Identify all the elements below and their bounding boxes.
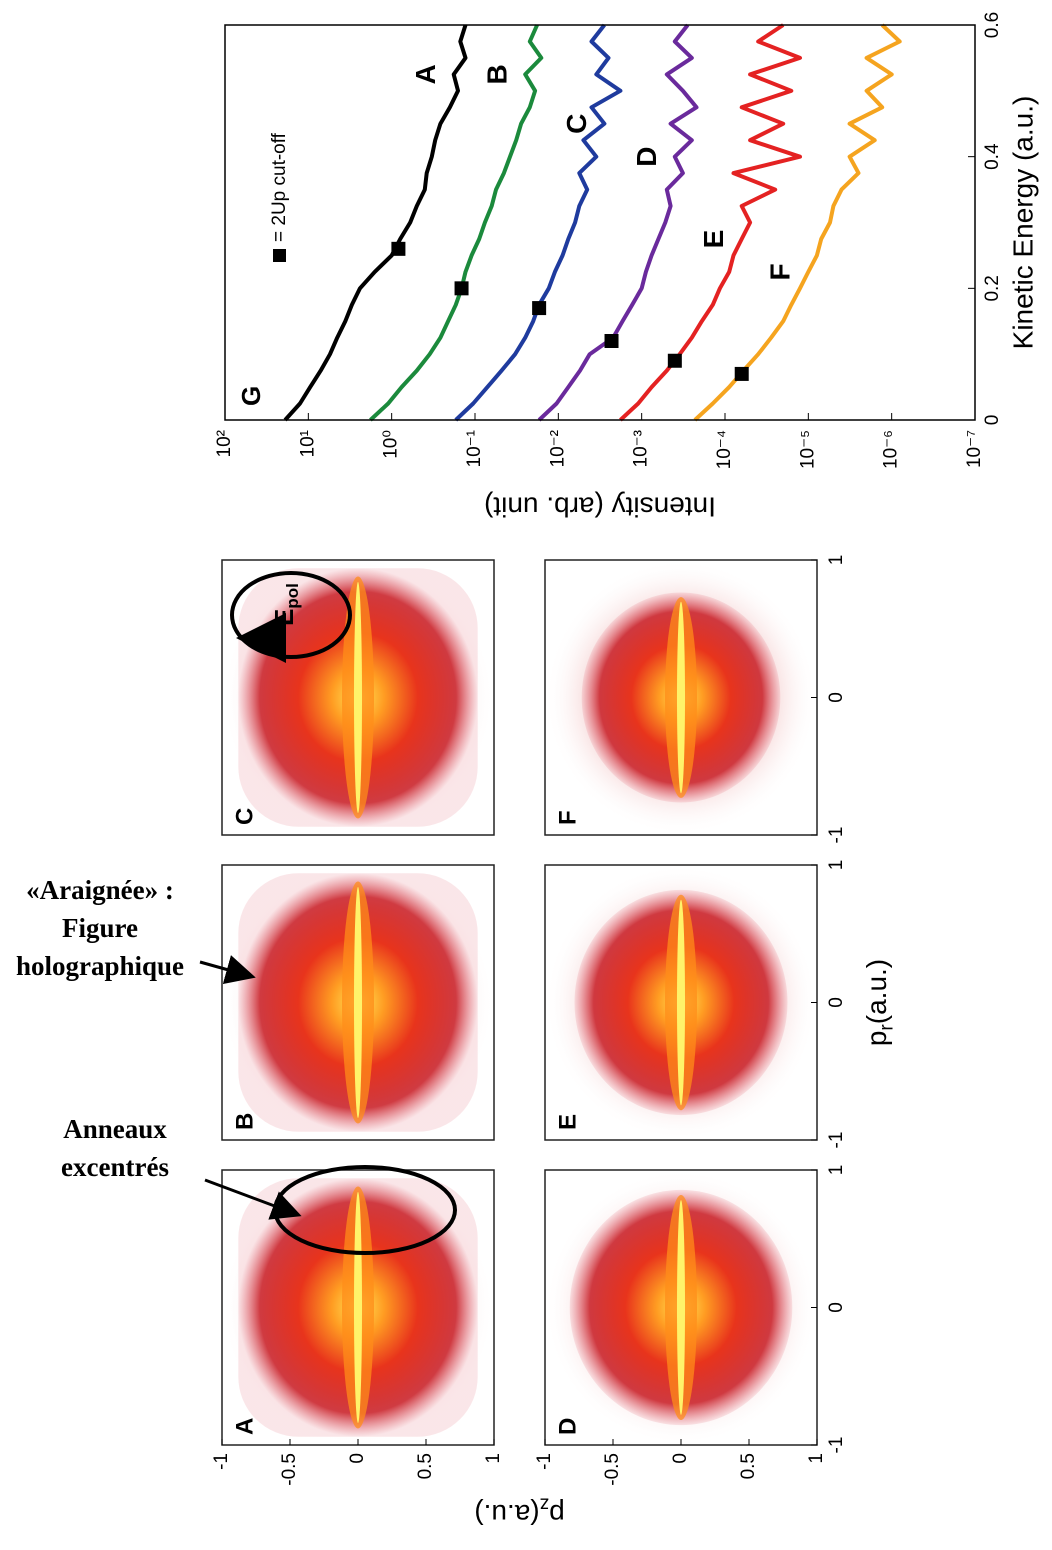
x-axis-label-rest: (a.u.) xyxy=(861,959,892,1024)
annotation: Anneaux xyxy=(63,1114,167,1144)
x-axis-label: pr(a.u.) xyxy=(861,959,897,1046)
y-tick-label: -0.5 xyxy=(279,1453,300,1486)
heatmap-streak xyxy=(677,601,685,794)
field-label-main: E xyxy=(269,609,299,626)
y-axis-label-rest: (a.u.) xyxy=(474,1499,539,1530)
panel-label: A xyxy=(231,1418,258,1435)
highlight-ellipse xyxy=(230,571,352,659)
series-line xyxy=(693,23,902,422)
y-tick-label: 10¹ xyxy=(297,430,318,457)
x-tick-label: 0 xyxy=(826,692,847,703)
x-tick-label: 0.6 xyxy=(982,12,1003,38)
y-tick-label: 10⁻⁴ xyxy=(714,430,735,469)
plot-frame xyxy=(224,24,976,421)
y-tick-label: 10² xyxy=(214,430,235,457)
series-label: B xyxy=(482,64,513,84)
field-label-sub: pol xyxy=(283,583,302,609)
cutoff-marker xyxy=(391,241,406,256)
y-axis-label-sub: z xyxy=(540,1494,550,1515)
x-tick-label: 0.2 xyxy=(982,275,1003,301)
series-line xyxy=(454,23,623,422)
x-axis-label-sub: r xyxy=(876,1024,897,1031)
panel-frame xyxy=(221,864,495,1141)
heatmap-streak xyxy=(677,1200,685,1415)
x-tick-label: 0 xyxy=(982,415,1003,426)
y-tick-label: 0.5 xyxy=(738,1453,759,1479)
heatmap-streak xyxy=(677,899,685,1106)
series-label: A xyxy=(410,64,441,84)
x-tick-label: 1 xyxy=(826,555,847,566)
y-tick-label: 10⁰ xyxy=(381,430,402,459)
panel-label: F xyxy=(554,810,581,825)
x-axis-label-main: p xyxy=(861,1031,892,1047)
series-label: C xyxy=(561,114,592,134)
series-line xyxy=(369,24,544,422)
cutoff-marker xyxy=(734,366,749,381)
legend-marker xyxy=(273,249,286,262)
x-tick-label: 0 xyxy=(826,1302,847,1313)
y-tick-label: 10⁻⁵ xyxy=(797,430,818,469)
panel-label: G xyxy=(236,386,266,406)
y-tick-label: 1 xyxy=(483,1453,504,1464)
series-label: E xyxy=(698,230,729,249)
heatmap-streak xyxy=(354,887,362,1118)
panel-label: C xyxy=(231,808,258,825)
annotation: «Araignée» : xyxy=(26,875,174,905)
annotation: excentrés xyxy=(61,1152,169,1182)
y-axis-label-main: p xyxy=(549,1499,565,1530)
cutoff-marker xyxy=(454,281,469,296)
heatmap-streak xyxy=(354,1192,362,1423)
y-tick-label: 10⁻³ xyxy=(631,430,652,468)
panel-label: B xyxy=(231,1113,258,1130)
series-line xyxy=(283,24,468,422)
panel-frame xyxy=(221,559,495,836)
legend-label: = 2Up cut-off xyxy=(269,132,290,242)
plot-bg xyxy=(225,25,975,420)
y-tick-label: -1 xyxy=(534,1453,555,1470)
x-tick-label: -1 xyxy=(826,827,847,844)
cutoff-marker xyxy=(604,334,619,348)
x-tick-label: 1 xyxy=(826,1165,847,1176)
series-line xyxy=(537,23,699,422)
cutoff-marker xyxy=(532,301,547,316)
y-tick-label: 0 xyxy=(670,1453,691,1464)
y-axis-label: pz(a.u.) xyxy=(474,1494,564,1530)
y-tick-label: 10⁻¹ xyxy=(464,430,485,468)
annotation: holographique xyxy=(16,951,184,981)
x-tick-label: 0 xyxy=(826,997,847,1008)
x-tick-label: 1 xyxy=(826,860,847,871)
y-axis-label: Intensity (arb. unit) xyxy=(484,492,716,523)
arrow xyxy=(204,1178,302,1220)
arrow xyxy=(199,955,256,984)
cutoff-marker xyxy=(667,353,682,368)
field-label: Epol xyxy=(269,583,302,626)
x-axis-label: Kinetic Energy (a.u.) xyxy=(1007,96,1038,350)
y-tick-label: 10⁻⁷ xyxy=(964,430,985,468)
series-label: F xyxy=(765,263,796,280)
y-tick-label: -1 xyxy=(211,1453,232,1470)
annotation: Figure xyxy=(62,913,138,943)
y-tick-label: 0 xyxy=(347,1453,368,1464)
y-tick-label: -0.5 xyxy=(602,1453,623,1486)
panel-label: E xyxy=(554,1114,581,1130)
y-tick-label: 10⁻² xyxy=(547,430,568,468)
y-tick-label: 0.5 xyxy=(415,1453,436,1479)
annotations: Anneaux excentrés «Araignée» : Figure hologr… xyxy=(16,571,457,1255)
y-tick-label: 10⁻⁶ xyxy=(881,430,902,469)
x-tick-label: -1 xyxy=(826,1437,847,1454)
panel-label: D xyxy=(554,1418,581,1435)
y-tick-label: 1 xyxy=(806,1453,827,1464)
series-label: D xyxy=(631,147,662,167)
x-tick-label: -1 xyxy=(826,1132,847,1149)
x-tick-label: 0.4 xyxy=(982,143,1003,170)
heatmap-streak xyxy=(354,582,362,813)
